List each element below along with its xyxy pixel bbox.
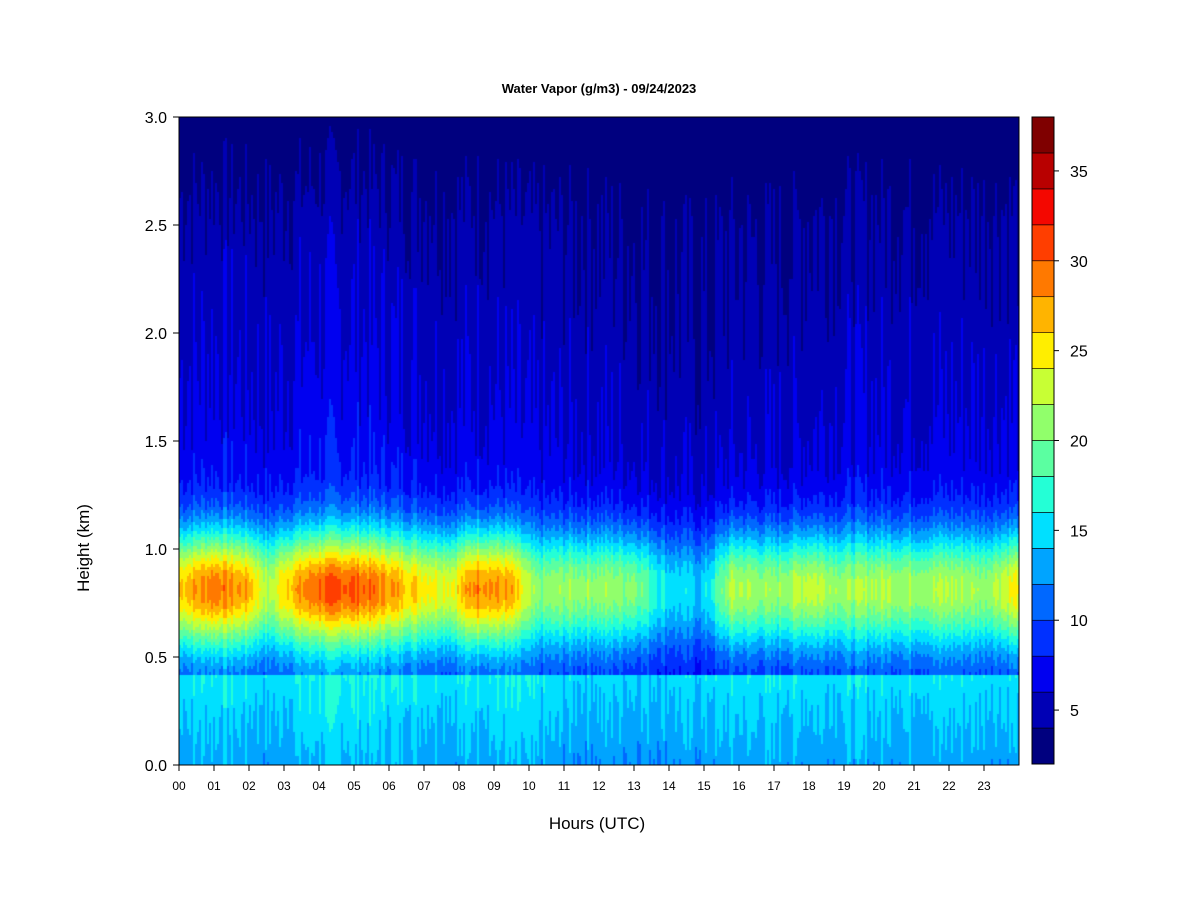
x-tick-label: 02	[242, 779, 256, 793]
x-tick-label: 11	[558, 779, 571, 793]
colorbar-segment	[1031, 332, 1055, 369]
colorbar-tick-label: 10	[1070, 613, 1088, 630]
x-tick-label: 08	[452, 779, 466, 793]
x-tick-label: 14	[662, 779, 676, 793]
x-tick-label: 09	[487, 779, 501, 793]
colorbar-tick-label: 20	[1070, 434, 1088, 451]
colorbar-segment	[1031, 440, 1055, 477]
colorbar-tick-label: 30	[1070, 254, 1088, 271]
x-tick-label: 05	[347, 779, 361, 793]
y-tick-label: 2.5	[145, 218, 167, 235]
x-tick-label: 13	[627, 779, 641, 793]
x-tick-label: 20	[872, 779, 886, 793]
chart-title: Water Vapor (g/m3) - 09/24/2023	[502, 81, 697, 96]
y-axis: 0.0 0.5 1.0 1.5 2.0 2.5 3.0	[145, 110, 180, 775]
colorbar-segment	[1031, 224, 1055, 262]
colorbar-segment	[1031, 116, 1055, 154]
x-axis-label: Hours (UTC)	[549, 814, 645, 833]
x-tick-label: 22	[942, 779, 956, 793]
y-tick-label: 1.5	[145, 434, 167, 451]
colorbar-segment	[1031, 619, 1055, 657]
x-tick-label: 23	[977, 779, 991, 793]
colorbar-segment	[1031, 296, 1055, 333]
x-tick-label: 07	[417, 779, 431, 793]
colorbar-tick-label: 15	[1070, 523, 1088, 540]
x-tick-label: 19	[837, 779, 851, 793]
heatmap-plot-area	[179, 117, 1019, 765]
colorbar-segment	[1031, 404, 1055, 441]
x-tick-label: 21	[907, 779, 921, 793]
colorbar: 5 10 15 20 25 30 35	[1031, 116, 1088, 765]
colorbar-segment	[1031, 512, 1055, 549]
colorbar-segment	[1031, 188, 1055, 226]
colorbar-tick-label: 5	[1070, 703, 1079, 720]
y-tick-label: 1.0	[145, 542, 167, 559]
x-tick-label: 18	[802, 779, 816, 793]
heatmap-canvas	[179, 117, 1019, 765]
x-tick-label: 03	[277, 779, 291, 793]
x-tick-label: 01	[207, 779, 221, 793]
y-axis-label: Height (km)	[74, 504, 93, 592]
y-tick-label: 2.0	[145, 326, 167, 343]
y-tick-label: 0.0	[145, 758, 167, 775]
colorbar-segment	[1031, 260, 1055, 298]
x-axis: 00 01 02 03 04 05 06 07 08 09 10 11 12 13 14 15 16 17 18 19…	[172, 764, 1019, 793]
colorbar-segment	[1031, 727, 1055, 765]
x-tick-label: 06	[382, 779, 396, 793]
x-tick-label: 17	[767, 779, 781, 793]
colorbar-segment	[1031, 583, 1055, 621]
colorbar-tick-label: 35	[1070, 164, 1088, 181]
x-tick-label: 16	[732, 779, 746, 793]
colorbar-segment	[1031, 655, 1055, 693]
colorbar-segment	[1031, 476, 1055, 513]
colorbar-segment	[1031, 548, 1055, 585]
colorbar-segment	[1031, 691, 1055, 729]
y-tick-label: 3.0	[145, 110, 167, 127]
colorbar-tick-label: 25	[1070, 344, 1088, 361]
colorbar-segment	[1031, 368, 1055, 405]
x-tick-label: 15	[697, 779, 711, 793]
x-tick-label: 00	[172, 779, 186, 793]
x-tick-label: 04	[312, 779, 326, 793]
x-tick-label: 10	[522, 779, 536, 793]
y-tick-label: 0.5	[145, 650, 167, 667]
colorbar-segment	[1031, 152, 1055, 190]
x-tick-label: 12	[592, 779, 606, 793]
